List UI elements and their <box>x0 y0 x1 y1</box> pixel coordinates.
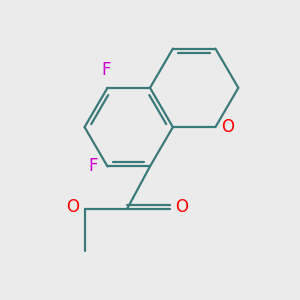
Text: O: O <box>176 198 188 216</box>
Text: F: F <box>101 61 111 79</box>
Text: O: O <box>221 118 234 136</box>
Text: O: O <box>66 198 79 216</box>
Text: F: F <box>89 158 98 175</box>
